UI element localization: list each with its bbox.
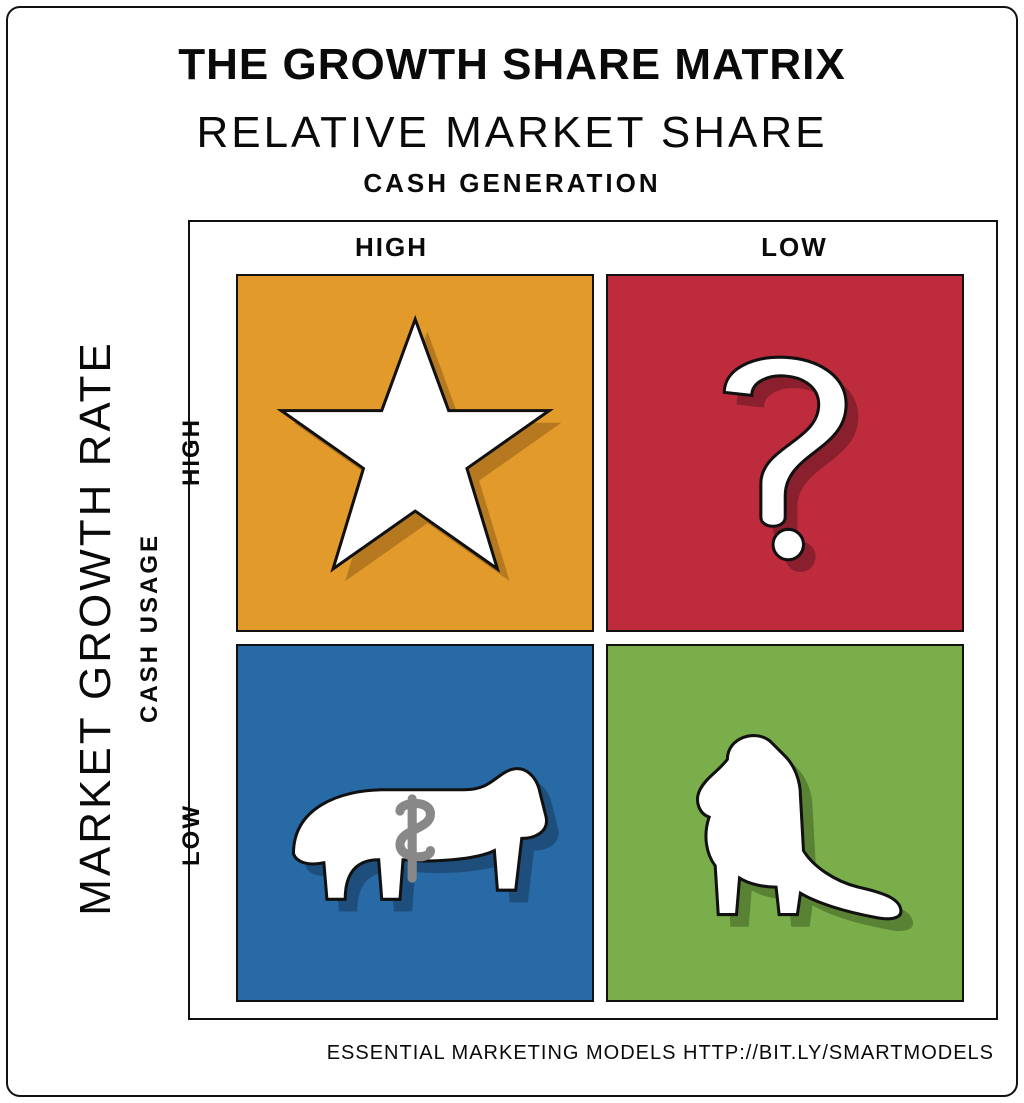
quadrant-question <box>606 274 964 632</box>
quadrant-grid <box>236 274 976 1004</box>
y-axis-title: MARKET GROWTH RATE <box>71 340 121 916</box>
cash-cow-icon <box>263 671 567 975</box>
diagram-title: THE GROWTH SHARE MATRIX <box>8 40 1016 90</box>
matrix: HIGH LOW HIGH LOW <box>188 220 998 1020</box>
quadrant-dog <box>606 644 964 1002</box>
y-axis-subtitle-wrap: CASH USAGE <box>120 268 180 988</box>
x-axis-title: RELATIVE MARKET SHARE <box>8 108 1016 158</box>
star-icon <box>263 301 567 605</box>
y-axis-subtitle: CASH USAGE <box>136 533 164 723</box>
column-labels: HIGH LOW <box>190 232 996 272</box>
diagram-frame: THE GROWTH SHARE MATRIX RELATIVE MARKET … <box>6 6 1018 1097</box>
col-label-high: HIGH <box>190 232 593 263</box>
x-axis-subtitle: CASH GENERATION <box>8 168 1016 199</box>
row-labels: HIGH LOW <box>180 222 220 1018</box>
row-label-low: LOW <box>178 806 206 866</box>
quadrant-cashcow <box>236 644 594 1002</box>
col-label-low: LOW <box>593 232 996 263</box>
dog-icon <box>633 671 937 975</box>
quadrant-star <box>236 274 594 632</box>
question-mark-icon <box>633 301 937 605</box>
footer-credit: ESSENTIAL MARKETING MODELS HTTP://BIT.LY… <box>327 1042 994 1065</box>
row-label-high: HIGH <box>178 426 206 486</box>
